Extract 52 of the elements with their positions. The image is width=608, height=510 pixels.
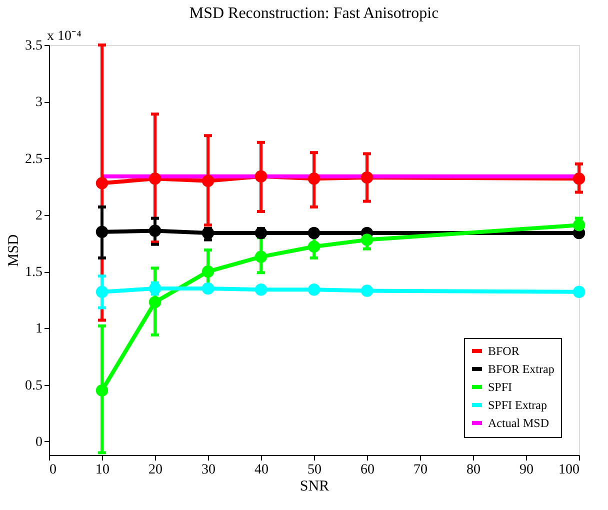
x-tick-label: 50 xyxy=(308,462,322,478)
point xyxy=(308,284,320,296)
legend-label: Actual MSD xyxy=(488,416,550,430)
y-tick-label: 1 xyxy=(36,322,42,337)
point xyxy=(96,384,108,397)
x-axis-title: SNR xyxy=(300,478,330,494)
point xyxy=(202,226,214,240)
y-tick-label: 1.5 xyxy=(25,265,42,280)
point xyxy=(96,226,108,238)
x-tick-label: 70 xyxy=(414,462,428,478)
point xyxy=(202,265,214,278)
legend-label: BFOR xyxy=(488,344,520,358)
point xyxy=(572,218,586,232)
y-axis-title: MSD xyxy=(6,234,22,267)
point xyxy=(96,177,108,190)
text: x 10⁻⁴ xyxy=(47,29,82,44)
y-tick-label: 0.5 xyxy=(25,378,42,394)
y-tick-label: 3.5 xyxy=(25,38,42,54)
chart-title: MSD Reconstruction: Fast Anisotropic xyxy=(189,5,439,22)
legend-label: SPFI Extrap xyxy=(488,398,548,412)
point xyxy=(308,226,320,240)
y-tick-label: 0 xyxy=(36,434,42,450)
point xyxy=(360,234,374,246)
point xyxy=(254,284,268,296)
point xyxy=(360,171,374,184)
point xyxy=(96,286,108,298)
point xyxy=(148,224,162,237)
point xyxy=(148,296,162,308)
point xyxy=(572,172,586,185)
point xyxy=(254,250,268,263)
y-tick-label: 2 xyxy=(36,208,42,224)
x-tick-label: 20 xyxy=(148,462,162,478)
x-tick-label: 30 xyxy=(202,462,216,478)
y-tick-label: 3 xyxy=(36,95,42,110)
point xyxy=(148,172,162,185)
x-tick-label: 90 xyxy=(520,462,534,478)
x-tick-label: 10 xyxy=(96,462,110,478)
point xyxy=(202,174,214,188)
point xyxy=(308,172,320,185)
point xyxy=(572,286,586,298)
x-tick-label: 80 xyxy=(466,462,480,478)
point xyxy=(254,170,268,182)
x-tick-label: 100 xyxy=(558,462,580,478)
x-tick-label: 0 xyxy=(50,462,56,478)
x-tick-label: 60 xyxy=(360,462,374,478)
x-tick-label: 40 xyxy=(254,462,268,478)
legend-label: SPFI xyxy=(488,380,512,394)
y-tick-label: 2.5 xyxy=(25,152,42,167)
point xyxy=(148,282,162,295)
point xyxy=(308,240,320,253)
point xyxy=(360,284,374,297)
legend-label: BFOR Extrap xyxy=(488,362,554,376)
